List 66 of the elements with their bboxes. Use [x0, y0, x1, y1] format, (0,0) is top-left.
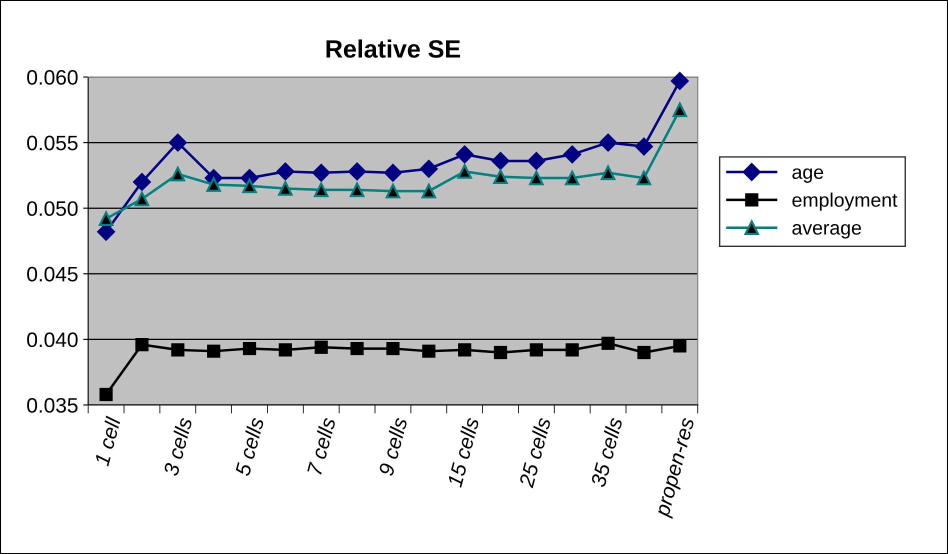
point — [422, 344, 436, 358]
point — [312, 164, 330, 182]
point — [135, 338, 149, 352]
point — [635, 138, 653, 156]
point — [492, 152, 510, 170]
point — [637, 346, 651, 360]
point — [529, 170, 544, 186]
point — [386, 184, 400, 198]
point — [493, 169, 508, 184]
chart-title: Relative SE — [326, 39, 460, 58]
x-tick-label: 25 cells — [518, 416, 552, 488]
point — [422, 184, 436, 198]
y-tick-label: 0.040 — [27, 332, 78, 348]
x-tick-label: 15 cells — [446, 416, 480, 488]
point — [384, 164, 402, 182]
point — [276, 162, 294, 180]
point — [99, 388, 113, 402]
point — [314, 340, 328, 354]
point — [673, 339, 686, 353]
point — [314, 182, 329, 198]
x-tick-label: 5 cells — [234, 416, 264, 477]
point — [278, 181, 293, 196]
point — [386, 342, 400, 356]
y-tick-label: 0.055 — [27, 136, 78, 150]
y-tick-label: 0.045 — [27, 266, 78, 282]
point — [134, 192, 150, 206]
point — [494, 346, 508, 360]
point — [350, 182, 364, 198]
point — [171, 343, 184, 356]
point — [348, 162, 366, 180]
y-tick-label: 0.035 — [27, 398, 78, 413]
point — [457, 164, 472, 179]
point — [98, 211, 114, 226]
point — [170, 166, 186, 182]
point — [133, 173, 151, 191]
point — [242, 178, 257, 194]
legend-label: age — [792, 168, 824, 183]
point — [601, 336, 615, 350]
point — [564, 170, 580, 186]
point — [207, 344, 220, 358]
x-tick-label: 35 cells — [590, 416, 623, 488]
point — [168, 134, 187, 152]
point — [420, 160, 438, 178]
point — [206, 177, 221, 192]
x-tick-label: 3 cells — [162, 416, 192, 477]
point — [563, 146, 582, 164]
point — [527, 152, 546, 170]
point — [672, 102, 688, 118]
y-tick-label: 0.060 — [27, 70, 78, 85]
point — [456, 146, 474, 164]
x-tick-label: 9 cells — [378, 416, 408, 476]
point — [458, 343, 472, 356]
point — [242, 342, 256, 356]
legend-label: average — [792, 224, 861, 239]
point — [670, 72, 689, 90]
x-tick-label: 1 cell — [94, 416, 121, 466]
point — [566, 343, 579, 356]
point — [600, 165, 616, 180]
point — [636, 170, 652, 186]
y-tick-label: 0.050 — [27, 201, 78, 216]
x-tick-label: 7 cells — [306, 416, 336, 475]
point — [599, 134, 617, 152]
point — [530, 343, 543, 356]
point — [350, 342, 364, 356]
point — [278, 343, 292, 356]
legend-label: employment — [792, 192, 898, 211]
